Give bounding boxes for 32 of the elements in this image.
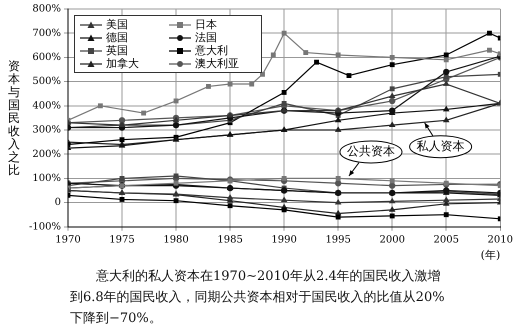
text: 资本与国民收入之比 [8,59,20,177]
legend-label: 日本 [194,18,217,31]
x-tick-label: 1990 [271,234,297,246]
x-tick-label: 1980 [163,234,189,246]
y-tick-label: 100% [32,172,61,184]
x-tick-label: 2005 [434,234,459,246]
x-tick-label: 1995 [325,234,351,246]
legend-label: 意大利 [194,44,228,57]
y-tick-label: 600% [32,52,61,63]
legend-label: 美国 [106,18,128,31]
x-tick-label: 1970 [55,234,81,246]
x-tick-label: 2000 [379,234,405,246]
y-tick-label: 800% [32,4,61,15]
x-tick-label: 2010 [488,234,513,246]
text: 意大利的私人资本在1970~2010年从2.4年的国民收入激增到6.8年的国民收入，同期公共资本相对于国民收入的比值从20%下降到−70%。 [70,268,446,328]
legend-label: 加拿大 [106,57,139,70]
y-tick-label: 300% [32,124,61,136]
x-tick-label: 1985 [217,234,243,246]
legend-label: 法国 [194,31,217,44]
annotation: 公共资本 [346,144,395,158]
legend-label: 德国 [106,31,128,44]
y-tick-label: 200% [32,148,61,160]
legend-label: 英国 [106,44,128,57]
y-tick-label: 0 [54,197,61,208]
y-tick-label: 400% [32,100,61,112]
y-tick-label: 500% [32,76,61,88]
legend-label: 澳大利亚 [194,57,239,70]
x-tick-label: 1975 [109,234,135,246]
y-tick-label: -100% [29,221,61,232]
x-axis-title: (年) [480,248,500,262]
y-tick-label: 700% [32,28,61,39]
annotation: 私人资本 [416,138,465,153]
